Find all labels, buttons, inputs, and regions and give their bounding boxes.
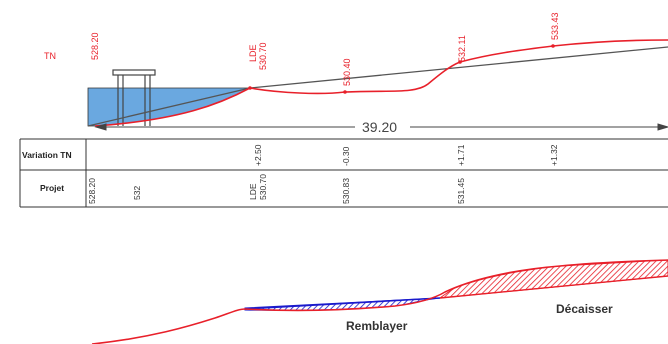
projet-value: 530.70: [258, 174, 268, 200]
fill-label: Remblayer: [346, 319, 408, 333]
variation-value: +2.50: [253, 144, 263, 166]
terrain-point: [248, 86, 252, 90]
tn-label: TN: [44, 51, 56, 61]
projet-lde-label: LDE: [248, 183, 258, 200]
lde-label: LDE: [248, 44, 258, 62]
terrain-point: [551, 44, 555, 48]
terrain-line: [94, 39, 668, 127]
projet-value: 531.45: [456, 178, 466, 204]
distance-dimension: [94, 123, 668, 131]
variation-value: -0.30: [341, 146, 351, 166]
lde-elevation-label: 530.70: [258, 42, 268, 70]
projet-value: 532: [132, 186, 142, 200]
elevation-label-3: 530.40: [342, 58, 352, 86]
projet-value: 528.20: [87, 178, 97, 204]
bottom-terrain-line: [91, 259, 668, 344]
bottom-project-line: [244, 297, 441, 310]
data-table: [19, 138, 668, 208]
elevation-label-4: 532.11: [457, 35, 467, 62]
projet-value: 530.83: [341, 178, 351, 204]
elevation-label-5: 533.43: [550, 12, 560, 40]
distance-label: 39.20: [362, 119, 397, 135]
terrain-point: [343, 90, 347, 94]
cut-label: Décaisser: [556, 302, 613, 316]
row-label-variation: Variation TN: [22, 150, 72, 160]
variation-value: +1.32: [549, 144, 559, 166]
terrain-point: [458, 60, 462, 64]
row-label-projet: Projet: [40, 183, 64, 193]
variation-value: +1.71: [456, 144, 466, 166]
bottom-project-line-cut: [439, 275, 668, 299]
start-elevation-label: 528.20: [90, 32, 100, 60]
